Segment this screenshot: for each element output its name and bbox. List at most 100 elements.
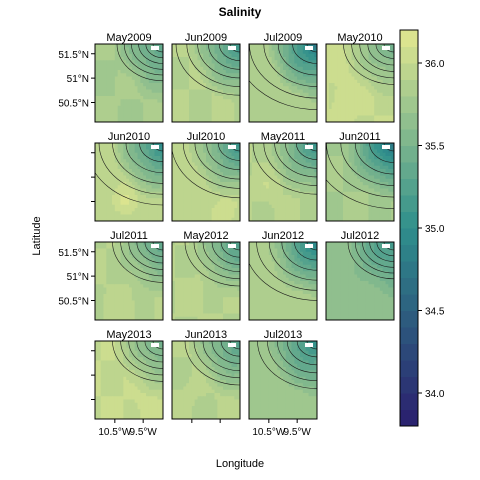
salinity-cell (177, 47, 181, 51)
salinity-cell (134, 63, 138, 68)
salinity-cell (137, 44, 141, 48)
salinity-cell (200, 182, 204, 186)
salinity-cell (97, 208, 102, 212)
salinity-cell (263, 115, 267, 120)
salinity-cell (260, 99, 264, 103)
salinity-cell (160, 217, 164, 222)
salinity-cell (257, 105, 261, 110)
salinity-cell (191, 211, 196, 215)
salinity-cell (283, 115, 287, 120)
salinity-cell (300, 112, 304, 116)
salinity-cell (203, 70, 207, 74)
salinity-cell (211, 118, 215, 123)
salinity-cell (297, 89, 301, 94)
salinity-cell (340, 86, 344, 90)
salinity-cell (340, 152, 344, 157)
salinity-cell (183, 66, 187, 71)
salinity-cell (377, 76, 381, 81)
salinity-cell (354, 60, 358, 64)
salinity-cell (345, 53, 350, 58)
salinity-cell (189, 201, 193, 206)
salinity-cell (297, 112, 301, 116)
salinity-cell (157, 261, 161, 266)
salinity-cell (228, 185, 232, 189)
salinity-cell (302, 214, 307, 219)
salinity-cell (200, 178, 204, 183)
salinity-cell (140, 169, 144, 173)
salinity-cell (131, 86, 136, 90)
salinity-cell (357, 109, 361, 113)
salinity-cell (385, 156, 389, 160)
salinity-cell (285, 96, 290, 100)
salinity-cell (385, 112, 389, 116)
salinity-cell (297, 76, 301, 81)
salinity-cell (314, 86, 318, 90)
salinity-cell (249, 169, 253, 173)
salinity-cell (328, 211, 333, 215)
salinity-cell (217, 169, 221, 173)
salinity-cell (103, 73, 107, 77)
salinity-cell (180, 70, 184, 74)
salinity-cell (368, 83, 372, 87)
salinity-cell (100, 115, 104, 120)
salinity-cell (129, 99, 133, 103)
salinity-cell (225, 182, 230, 186)
salinity-cell (112, 86, 116, 90)
salinity-cell (129, 242, 133, 246)
salinity-cell (254, 96, 258, 100)
salinity-cell (154, 201, 158, 206)
salinity-cell (131, 118, 136, 123)
salinity-cell (131, 162, 136, 167)
salinity-cell (131, 242, 136, 246)
salinity-cell (328, 204, 333, 209)
land-mask (228, 145, 236, 149)
salinity-cell (328, 178, 333, 183)
salinity-cell (117, 251, 121, 256)
salinity-cell (146, 102, 150, 107)
salinity-cell (311, 115, 315, 120)
salinity-cell (137, 251, 141, 256)
salinity-cell (371, 53, 375, 58)
salinity-cell (311, 169, 315, 173)
salinity-cell (112, 99, 116, 103)
salinity-cell (97, 191, 102, 196)
salinity-cell (223, 214, 227, 219)
salinity-cell (120, 73, 124, 77)
salinity-cell (385, 172, 389, 176)
salinity-cell (126, 96, 130, 100)
salinity-cell (277, 204, 281, 209)
salinity-cell (191, 66, 196, 71)
salinity-cell (288, 149, 292, 154)
salinity-cell (328, 143, 333, 147)
salinity-cell (379, 149, 384, 154)
salinity-cell (117, 204, 121, 209)
salinity-cell (251, 102, 256, 107)
salinity-cell (388, 70, 392, 74)
salinity-cell (100, 264, 104, 269)
salinity-cell (214, 191, 218, 196)
salinity-cell (194, 115, 198, 120)
salinity-cell (294, 63, 298, 68)
salinity-cell (314, 79, 318, 84)
salinity-cell (300, 76, 304, 81)
salinity-cell (95, 149, 99, 154)
salinity-cell (117, 146, 121, 150)
salinity-cell (203, 92, 207, 97)
salinity-cell (263, 60, 267, 64)
salinity-cell (97, 255, 102, 259)
salinity-cell (234, 172, 238, 176)
salinity-cell (237, 178, 241, 183)
salinity-cell (237, 198, 241, 202)
salinity-cell (388, 112, 392, 116)
salinity-cell (97, 73, 102, 77)
salinity-cell (211, 53, 215, 58)
salinity-cell (257, 211, 261, 215)
salinity-cell (271, 188, 275, 193)
salinity-cell (331, 96, 335, 100)
salinity-cell (237, 99, 241, 103)
salinity-cell (254, 146, 258, 150)
salinity-cell (217, 83, 221, 87)
salinity-cell (337, 191, 341, 196)
salinity-cell (95, 152, 99, 157)
salinity-cell (343, 149, 347, 154)
